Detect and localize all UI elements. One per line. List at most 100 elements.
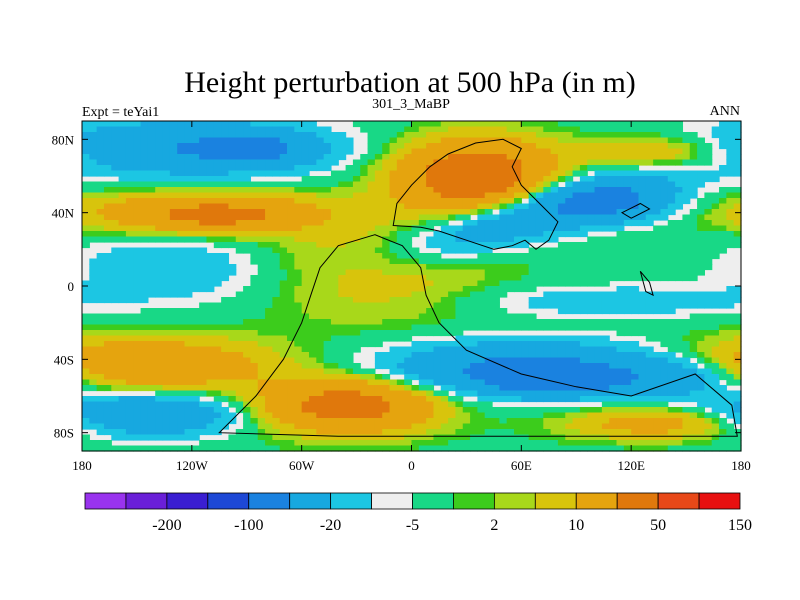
field-cell <box>448 159 457 166</box>
field-cell <box>338 412 347 419</box>
field-cell <box>535 396 544 403</box>
field-cell <box>272 269 281 276</box>
field-cell <box>616 253 625 260</box>
field-cell <box>301 126 310 133</box>
field-cell <box>206 170 215 177</box>
field-cell <box>682 192 691 199</box>
field-cell <box>411 308 420 315</box>
field-cell <box>360 165 369 172</box>
field-cell <box>579 429 588 436</box>
field-cell <box>675 319 684 326</box>
field-cell <box>601 181 610 188</box>
field-cell <box>118 346 127 353</box>
field-cell <box>484 275 493 282</box>
field-cell <box>147 220 156 227</box>
field-cell <box>279 159 288 166</box>
field-cell <box>345 170 354 177</box>
field-cell <box>440 258 449 265</box>
field-cell <box>155 231 164 238</box>
field-cell <box>521 434 530 441</box>
field-cell <box>601 220 610 227</box>
field-cell <box>528 220 537 227</box>
field-cell <box>257 374 266 381</box>
field-cell <box>352 368 361 375</box>
field-cell <box>111 198 120 205</box>
field-cell <box>272 401 281 408</box>
field-cell <box>572 429 581 436</box>
field-cell <box>169 220 178 227</box>
field-cell <box>484 143 493 150</box>
field-cell <box>470 335 478 342</box>
field-cell <box>492 297 500 304</box>
field-cell <box>316 231 325 238</box>
field-cell <box>645 396 654 403</box>
field-cell <box>213 440 222 447</box>
field-cell <box>477 253 486 260</box>
field-cell <box>308 121 317 128</box>
field-cell <box>308 313 317 320</box>
field-cell <box>726 165 735 172</box>
field-cell <box>733 121 742 128</box>
field-cell <box>265 286 273 293</box>
field-cell <box>550 379 559 386</box>
field-cell <box>345 264 354 271</box>
field-cell <box>514 374 522 381</box>
field-cell <box>623 143 632 150</box>
field-cell <box>111 225 120 232</box>
field-cell <box>704 258 713 265</box>
field-cell <box>667 181 676 188</box>
field-cell <box>631 374 640 381</box>
field-cell <box>711 330 720 337</box>
field-cell <box>448 374 457 381</box>
field-cell <box>257 148 266 155</box>
field-cell <box>125 264 134 271</box>
field-cell <box>169 407 178 414</box>
field-cell <box>374 363 383 370</box>
field-cell <box>213 159 222 166</box>
field-cell <box>250 132 259 139</box>
field-cell <box>96 374 105 381</box>
field-cell <box>396 214 405 221</box>
field-cell <box>623 253 632 260</box>
field-cell <box>374 126 383 133</box>
field-cell <box>133 396 142 403</box>
field-cell <box>462 286 471 293</box>
field-cell <box>521 258 530 265</box>
field-cell <box>711 357 720 364</box>
field-cell <box>645 335 654 342</box>
field-cell <box>301 401 310 408</box>
field-cell <box>411 181 420 188</box>
field-cell <box>477 407 486 414</box>
field-cell <box>308 385 317 392</box>
field-cell <box>528 165 537 172</box>
field-cell <box>389 335 398 342</box>
field-cell <box>660 434 669 441</box>
field-cell <box>374 170 383 177</box>
field-cell <box>367 253 376 260</box>
field-cell <box>125 280 134 287</box>
field-cell <box>213 319 222 326</box>
field-cell <box>572 253 581 260</box>
field-cell <box>118 275 127 282</box>
field-cell <box>667 247 676 254</box>
field-cell <box>462 165 471 172</box>
field-cell <box>675 231 684 238</box>
field-cell <box>594 187 603 194</box>
field-cell <box>89 126 98 133</box>
field-cell <box>213 302 222 309</box>
x-tick-label: 0 <box>408 458 415 473</box>
field-cell <box>323 291 332 298</box>
colorbar-label: 2 <box>490 517 498 534</box>
field-cell <box>206 203 215 210</box>
field-cell <box>213 220 222 227</box>
field-cell <box>257 418 266 425</box>
field-cell <box>396 429 405 436</box>
field-cell <box>294 126 303 133</box>
field-cell <box>389 401 398 408</box>
field-cell <box>418 401 427 408</box>
field-cell <box>206 368 215 375</box>
field-cell <box>616 143 625 150</box>
field-cell <box>455 286 464 293</box>
field-cell <box>169 236 178 243</box>
field-cell <box>572 258 581 265</box>
